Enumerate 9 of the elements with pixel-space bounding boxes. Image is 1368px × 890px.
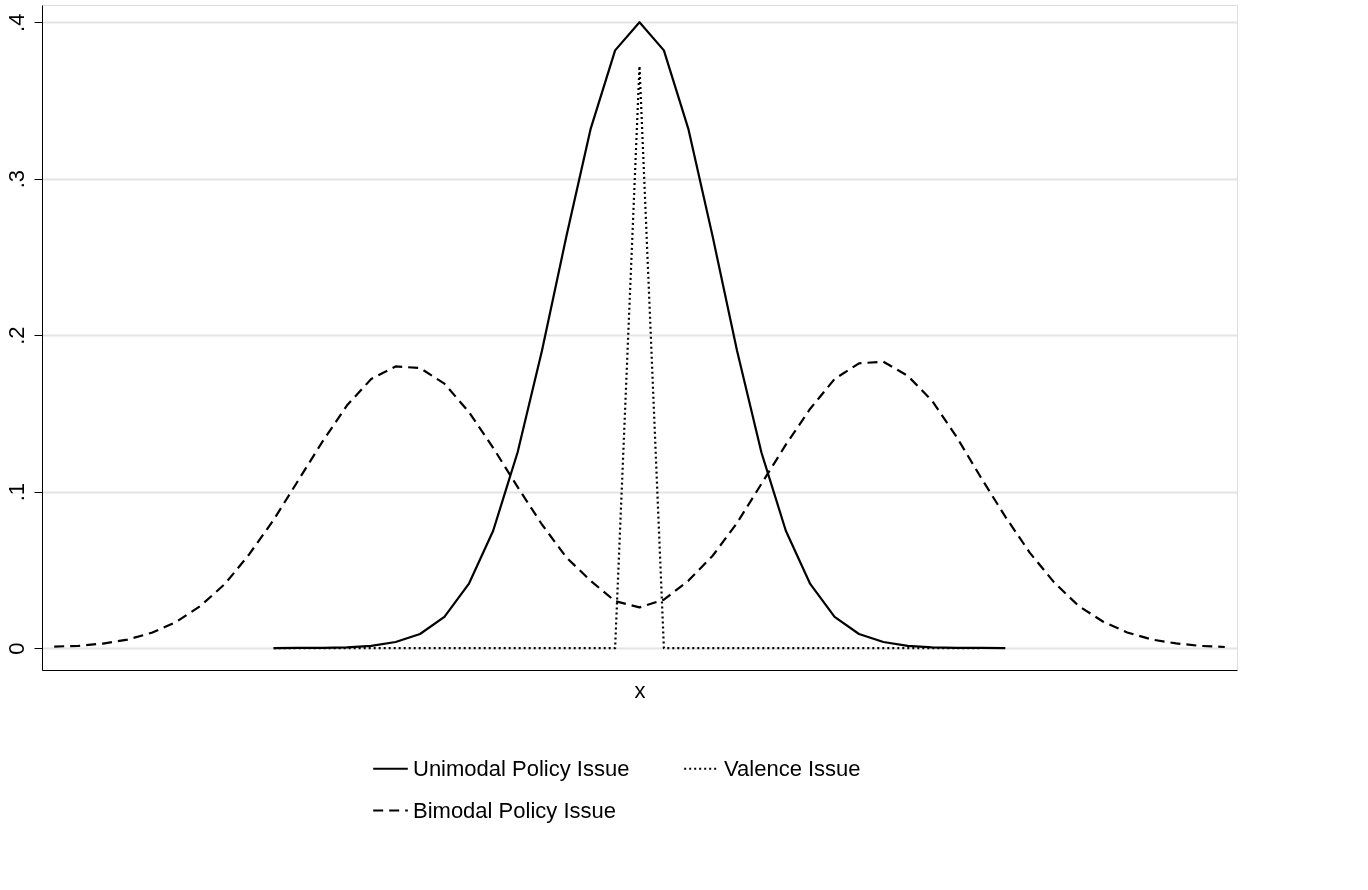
y-tick-label: .2 <box>3 326 29 345</box>
legend-label: Bimodal Policy Issue <box>413 797 616 823</box>
legend-label: Valence Issue <box>724 755 861 781</box>
legend-label: Unimodal Policy Issue <box>413 755 630 781</box>
x-axis-title: x <box>634 677 646 703</box>
y-tick-label: .4 <box>3 13 29 32</box>
y-tick-label: .3 <box>3 170 29 189</box>
y-tick-label: 0 <box>3 642 29 655</box>
y-tick-label: .1 <box>3 482 29 502</box>
